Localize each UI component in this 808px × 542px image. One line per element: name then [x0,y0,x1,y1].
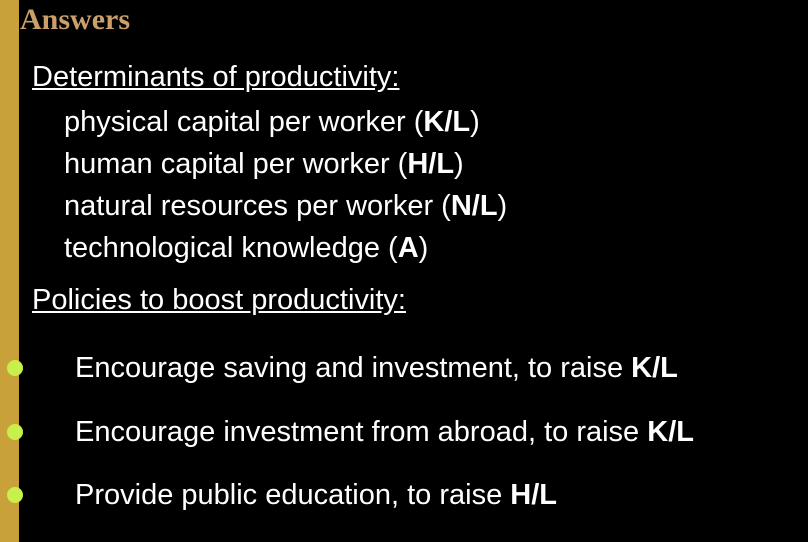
determinant-item: natural resources per worker (N/L) [64,190,508,222]
determinant-variable: K/L [423,106,471,138]
bullet-icon [7,487,23,503]
policy-item: Encourage saving and investment, to rais… [0,348,808,388]
policies-heading: Policies to boost productivity: [32,284,406,316]
policy-variable: K/L [647,416,694,448]
bullet-icon [7,424,23,440]
policy-item: Encourage investment from abroad, to rai… [0,412,808,452]
determinant-item: human capital per worker (H/L) [64,148,464,180]
bullet-icon [7,360,23,376]
policy-text: Encourage investment from abroad, to rai… [75,416,694,448]
determinant-variable: A [397,232,419,264]
policy-text: Encourage saving and investment, to rais… [75,352,678,384]
determinants-heading: Determinants of productivity: [32,61,400,93]
slide-title: Answers [20,3,130,36]
determinant-item: physical capital per worker (K/L) [64,106,480,138]
policy-variable: K/L [631,352,678,384]
policy-text: Provide public education, to raise H/L [75,479,557,511]
policy-item: Provide public education, to raise H/L [0,475,808,515]
policy-variable: H/L [510,479,557,511]
determinant-variable: N/L [450,190,498,222]
left-accent-bar [0,0,19,542]
determinants-list: physical capital per worker (K/L) human … [64,101,507,269]
determinant-item: technological knowledge (A) [64,232,429,264]
determinant-variable: H/L [407,148,455,180]
